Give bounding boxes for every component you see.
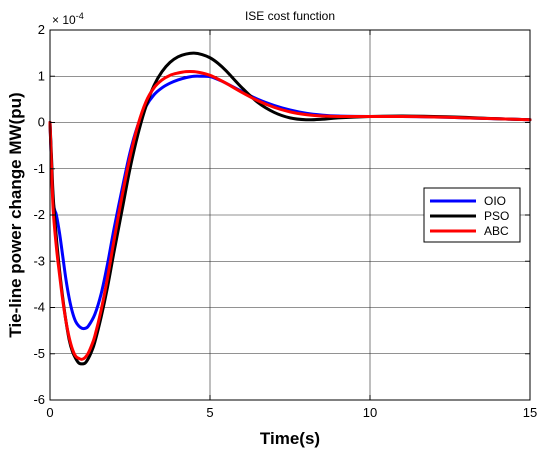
tick-labels: 0 5 10 15 -6 -5 -4 -3 -2 -1 0 1 2 [33,22,537,420]
legend: OIO PSO ABC [423,187,521,243]
x-tick-label: 0 [46,405,53,420]
x-tick-label: 15 [523,405,537,420]
legend-label-oio: OIO [484,194,506,208]
legend-label-pso: PSO [484,209,509,223]
y-tick-label: -3 [33,253,45,268]
y-tick-label: 0 [38,115,45,130]
tick-marks [49,29,531,401]
y-tick-label: -2 [33,207,45,222]
y-exponent-label: × 10-4 [52,11,84,27]
series-lines [48,51,532,366]
y-exponent-base: × 10 [52,13,76,27]
y-tick-label: -6 [33,392,45,407]
y-axis-title: Tie-line power change MW(pu) [6,92,25,337]
x-axis-title: Time(s) [260,429,320,448]
series-line-abc [48,69,532,361]
legend-label-abc: ABC [484,224,509,238]
y-tick-label: -1 [33,161,45,176]
y-exponent-power: -4 [76,11,84,21]
y-tick-label: -4 [33,300,45,315]
x-tick-label: 5 [206,405,213,420]
y-tick-label: -5 [33,346,45,361]
chart-title: ISE cost function [245,9,335,23]
y-tick-label: 2 [38,22,45,37]
y-tick-label: 1 [38,68,45,83]
x-tick-label: 10 [363,405,377,420]
